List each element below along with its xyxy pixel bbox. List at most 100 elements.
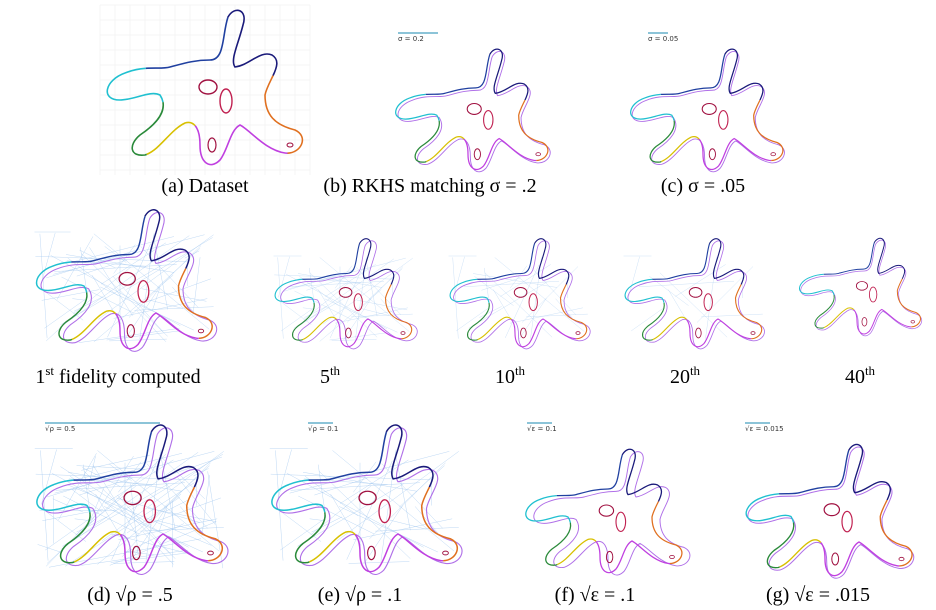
panel: [800, 238, 922, 336]
contour-segment: [746, 445, 912, 576]
fidelity-line: [355, 257, 366, 340]
target-contour: [748, 447, 914, 578]
inner-loop: [702, 104, 716, 115]
panel-label: √ε = 0.015: [745, 425, 784, 433]
inner-loop: [606, 551, 612, 562]
panel: [270, 425, 462, 574]
inner-loop: [339, 288, 352, 298]
caption: (f) √ε = .1: [555, 584, 636, 606]
contour-segment: [631, 49, 783, 169]
fidelity-line: [65, 483, 194, 567]
fidelity-line: [42, 290, 100, 301]
inner-loop: [119, 273, 135, 286]
fidelity-line: [310, 519, 325, 521]
caption: (g) √ε = .015: [766, 584, 870, 606]
caption-number: 40: [845, 366, 865, 388]
fidelity-line: [72, 299, 86, 301]
inner-loop: [832, 553, 839, 565]
contour-segment: [275, 239, 412, 347]
fidelity-line: [62, 277, 134, 313]
caption: (d) √ρ = .5: [87, 584, 173, 606]
fidelity-line: [45, 518, 91, 550]
panel: [35, 425, 228, 574]
panel-label: √ρ = 0.5: [45, 425, 75, 433]
fidelity-line: [280, 518, 326, 550]
inner-loop: [220, 89, 232, 113]
target-contour: [454, 241, 591, 349]
fidelity-line: [701, 314, 763, 317]
panel: [746, 445, 914, 579]
contour-segment: [631, 49, 783, 169]
contour-segment: [746, 445, 912, 576]
contour-segment: [396, 49, 548, 169]
inner-loop: [287, 143, 293, 147]
caption: 40th: [845, 363, 876, 388]
fidelity-line: [295, 291, 351, 319]
contour-segment: [526, 449, 682, 572]
panel-label: √ε = 0.1: [527, 425, 557, 433]
fidelity-line: [117, 495, 170, 554]
contour-segment: [746, 445, 912, 576]
fidelity-line: [40, 450, 48, 560]
fidelity-line: [63, 496, 139, 534]
fidelity-line: [370, 463, 446, 539]
inner-loop: [771, 153, 776, 156]
contour-segment: [396, 49, 548, 169]
inner-loop: [379, 500, 390, 523]
target-contour: [628, 241, 765, 349]
contour-segment: [275, 239, 412, 347]
panel: [396, 49, 551, 172]
fidelity-line: [522, 267, 578, 323]
contour-segment: [526, 449, 682, 572]
caption-number: 1: [35, 366, 45, 388]
caption-number: 5: [320, 366, 330, 388]
caption: 10th: [495, 363, 526, 388]
contour-segment: [275, 239, 412, 347]
contour-segment: [526, 449, 682, 572]
fidelity-line: [293, 259, 394, 330]
target-contour: [281, 241, 418, 349]
contour-segment: [396, 49, 548, 169]
caption: (a) Dataset: [161, 175, 249, 197]
fidelity-line: [193, 257, 200, 315]
inner-loop: [359, 491, 376, 504]
contour-segment: [526, 449, 682, 572]
contour-segment: [746, 445, 912, 576]
inner-loop: [704, 294, 712, 311]
contour-segment: [526, 449, 682, 572]
caption-number: 10: [495, 366, 515, 388]
panel: [35, 210, 217, 352]
inner-loop: [576, 332, 580, 335]
fidelity-line: [325, 264, 375, 296]
panel: [526, 449, 690, 575]
caption-superscript: th: [865, 363, 876, 378]
contour-segment: [275, 239, 412, 347]
fidelity-line: [631, 307, 665, 331]
inner-loop: [346, 328, 352, 338]
caption-superscript: th: [515, 363, 526, 378]
inner-loop: [514, 288, 527, 298]
inner-loop: [368, 546, 376, 559]
target-contour: [41, 212, 217, 351]
contour-segment: [631, 49, 783, 169]
caption-superscript: th: [330, 363, 341, 378]
target-contour: [277, 428, 462, 575]
fidelity-line: [332, 339, 377, 340]
inner-loop: [862, 317, 867, 326]
fidelity-line: [81, 455, 149, 470]
contour-segment: [800, 238, 921, 334]
fidelity-line: [113, 276, 163, 332]
inner-loop: [443, 551, 449, 555]
fidelity-line: [61, 452, 198, 549]
fidelity-line: [166, 500, 189, 511]
inner-loop: [529, 294, 537, 311]
fidelity-line: [75, 519, 90, 521]
caption: (c) σ = .05: [661, 175, 745, 197]
inner-loop: [198, 329, 203, 333]
contour-segment: [275, 239, 412, 347]
inner-loop: [751, 332, 755, 335]
contour-segment: [631, 49, 783, 169]
fidelity-line: [389, 520, 427, 530]
inner-loop: [696, 328, 702, 338]
fidelity-line: [697, 267, 753, 323]
